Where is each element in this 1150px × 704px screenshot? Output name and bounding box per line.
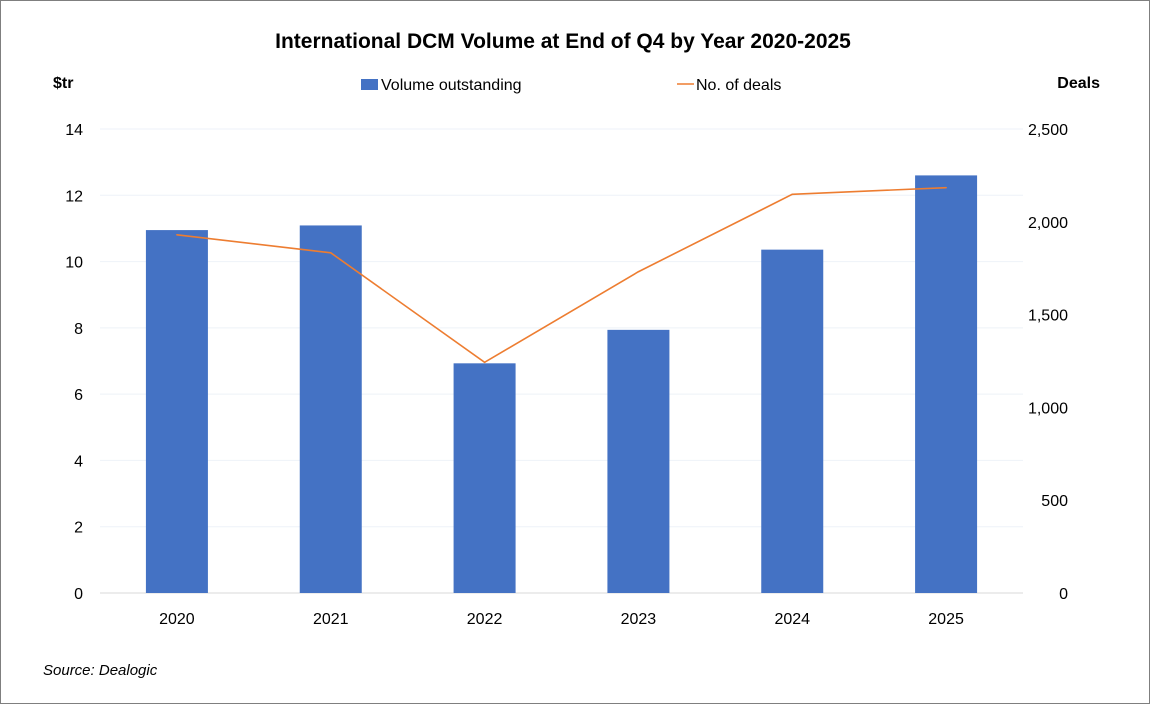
left-axis-label: $tr — [53, 75, 73, 92]
right-tick-label: 1,500 — [1028, 308, 1068, 325]
left-tick-label: 2 — [74, 520, 83, 537]
x-tick-label: 2024 — [774, 611, 810, 628]
right-tick-label: 0 — [1059, 586, 1068, 603]
deals-point-2024 — [791, 193, 794, 196]
right-axis-label: Deals — [1057, 75, 1100, 92]
deals-point-2023 — [637, 270, 640, 273]
left-tick-label: 4 — [74, 453, 83, 470]
x-tick-label: 2022 — [467, 611, 503, 628]
legend-label-line: No. of deals — [696, 77, 781, 94]
chart-title: International DCM Volume at End of Q4 by… — [275, 30, 851, 53]
deals-point-2021 — [329, 251, 332, 254]
legend-label-bar: Volume outstanding — [381, 77, 522, 94]
deals-point-2020 — [176, 233, 178, 236]
left-tick-label: 8 — [74, 321, 83, 338]
bar-2022 — [453, 363, 516, 593]
deals-point-2022 — [483, 361, 486, 364]
left-tick-label: 14 — [65, 122, 83, 139]
deals-point-2025 — [945, 186, 947, 189]
bar-2023 — [607, 329, 670, 593]
x-tick-label: 2023 — [621, 611, 657, 628]
x-tick-label: 2025 — [928, 611, 964, 628]
bar-2021 — [299, 225, 362, 593]
left-tick-label: 10 — [65, 255, 83, 272]
left-tick-label: 6 — [74, 387, 83, 404]
left-tick-label: 0 — [74, 586, 83, 603]
right-tick-label: 2,500 — [1028, 122, 1068, 139]
x-tick-label: 2021 — [313, 611, 349, 628]
source-note: Source: Dealogic — [43, 662, 158, 679]
bar-2025 — [915, 175, 978, 593]
x-tick-label: 2020 — [159, 611, 195, 628]
right-tick-label: 500 — [1041, 493, 1068, 510]
deals-line — [176, 186, 947, 364]
right-tick-label: 1,000 — [1028, 400, 1068, 417]
legend-swatch-bar — [361, 79, 378, 90]
right-tick-label: 2,000 — [1028, 215, 1068, 232]
bar-2020 — [145, 230, 208, 594]
bar-2024 — [761, 249, 824, 593]
legend: Volume outstanding No. of deals — [361, 77, 781, 94]
left-tick-label: 12 — [65, 188, 83, 205]
